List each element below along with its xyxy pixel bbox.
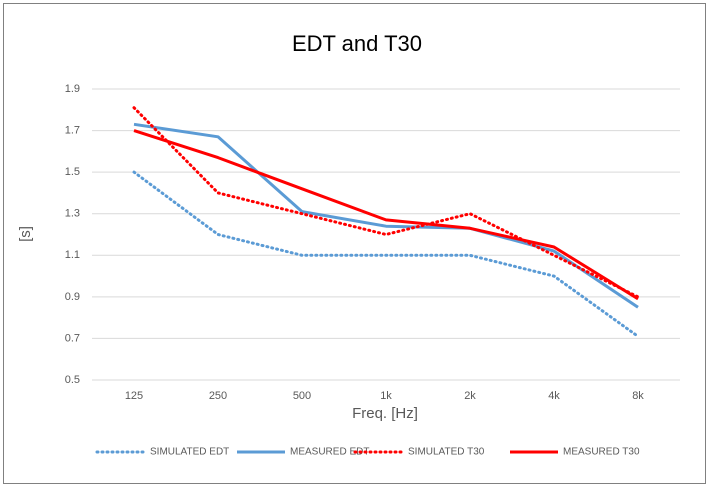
legend-label: SIMULATED T30 [408, 447, 485, 458]
x-tick-label: 8k [632, 390, 644, 402]
y-tick-label: 1.5 [65, 166, 80, 178]
x-tick-label: 125 [125, 390, 143, 402]
x-tick-label: 4k [548, 390, 560, 402]
y-tick-label: 1.9 [65, 83, 80, 95]
chart-border [3, 3, 706, 484]
chart-title: EDT and T30 [292, 31, 422, 56]
x-tick-label: 2k [464, 390, 476, 402]
series-line [133, 122, 639, 309]
y-tick-label: 1.3 [65, 208, 80, 220]
legend-label: SIMULATED EDT [150, 447, 229, 458]
series-line [132, 106, 640, 299]
y-tick-label: 0.5 [65, 374, 80, 386]
y-tick-label: 0.9 [65, 291, 80, 303]
y-axis-label: [s] [17, 226, 34, 242]
y-tick-label: 1.1 [65, 249, 80, 261]
x-tick-label: 500 [293, 390, 311, 402]
x-tick-label: 250 [209, 390, 227, 402]
y-tick-label: 0.7 [65, 332, 80, 344]
legend-label: MEASURED T30 [563, 447, 640, 458]
series-line [133, 129, 639, 301]
legend-label: MEASURED EDT [290, 447, 369, 458]
x-tick-label: 1k [380, 390, 392, 402]
series-line [132, 170, 640, 338]
y-tick-label: 1.7 [65, 124, 80, 136]
x-axis-label: Freq. [Hz] [352, 405, 418, 422]
